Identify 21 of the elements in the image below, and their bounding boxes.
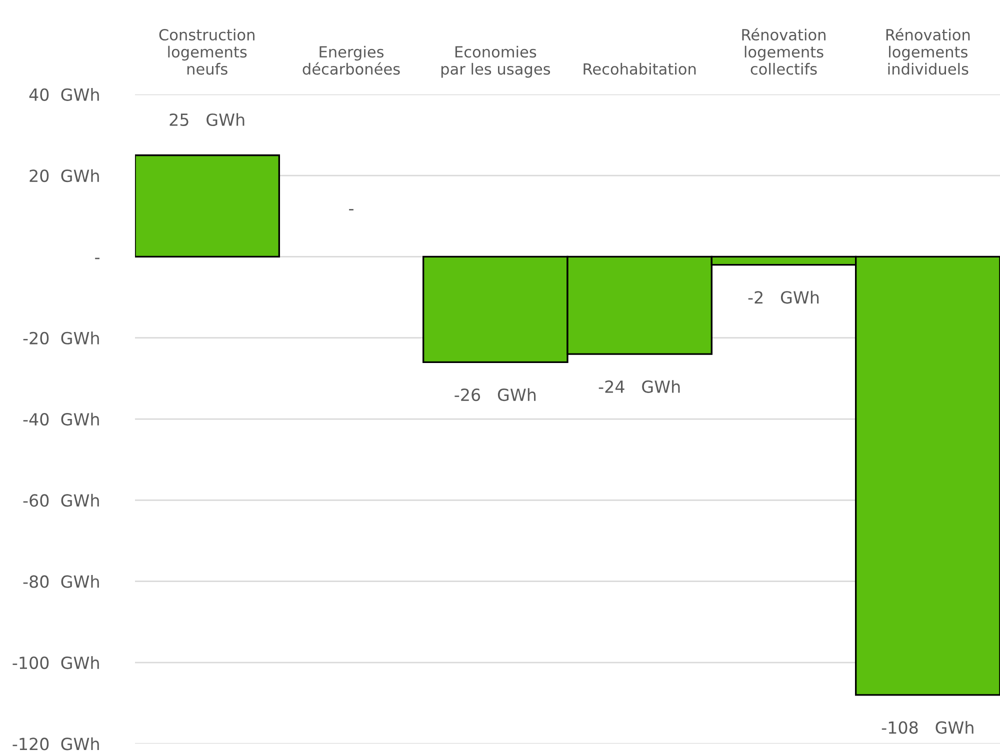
data-label: -24 GWh xyxy=(598,380,680,393)
x-tick-label: Rénovation logements individuels xyxy=(886,28,970,75)
x-tick-label: Rénovation logements collectifs xyxy=(742,28,826,75)
y-tick-label: 20 GWh xyxy=(30,169,99,182)
x-tick-label: Recohabitation xyxy=(584,62,696,75)
x-tick-label: Construction logements neufs xyxy=(159,28,254,75)
y-tick-label: -40 GWh xyxy=(23,412,99,426)
data-label: - xyxy=(349,209,354,210)
y-tick-label: - xyxy=(95,258,100,260)
y-tick-label: -60 GWh xyxy=(23,494,99,507)
y-tick-label: -100 GWh xyxy=(12,656,99,670)
data-label: 25 GWh xyxy=(170,113,244,126)
y-tick-label: 40 GWh xyxy=(29,88,99,101)
y-tick-label: -80 GWh xyxy=(23,575,99,588)
y-tick-label: -120 GWh xyxy=(12,737,99,750)
x-tick-label: Economies par les usages xyxy=(441,46,550,78)
y-tick-label: -20 GWh xyxy=(23,332,99,344)
data-label: -108 GWh xyxy=(882,720,974,734)
data-label: -2 GWh xyxy=(748,290,819,304)
data-label: -26 GWh xyxy=(454,388,536,402)
x-tick-label: Energies décarbonées xyxy=(302,46,400,75)
